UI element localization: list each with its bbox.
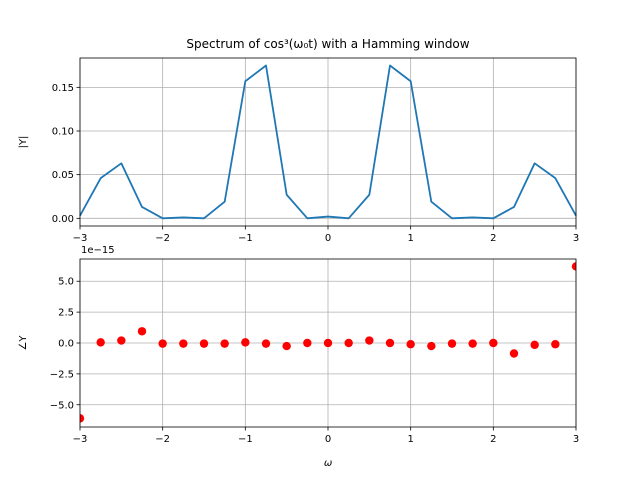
phase-point (96, 338, 105, 347)
phase-point (365, 336, 374, 345)
phase-point (385, 338, 395, 348)
y-axis-label: |Y| (18, 136, 29, 149)
y-tick-label: 0.10 (52, 126, 74, 137)
y-axis-label: ∠Y (18, 335, 29, 351)
y-tick-label: 0.00 (52, 214, 74, 225)
phase-point (406, 340, 415, 349)
phase-point (241, 338, 250, 347)
x-axis-label: ω (324, 458, 332, 469)
y-tick-label: −2.5 (50, 369, 74, 380)
phase-point (447, 339, 457, 348)
phase-point (80, 414, 85, 423)
phase-point (468, 339, 477, 348)
x-tick-label: −3 (73, 233, 88, 244)
y-tick-label: −5.0 (50, 400, 74, 411)
phase-plot: −3 −2 −1 0 1 2 3 −5.0 −2.5 0.0 2.5 5.0 ∠Y ω (18, 258, 579, 469)
x-tick-label: 2 (490, 434, 496, 445)
x-tick-label: −2 (155, 233, 170, 244)
phase-point (551, 340, 560, 349)
phase-point (427, 341, 436, 351)
magnitude-line (79, 64, 577, 220)
x-tick-label: −2 (155, 434, 170, 445)
phase-point (489, 338, 498, 348)
phase-point (571, 262, 576, 271)
x-tick-label: 0 (325, 233, 331, 244)
phase-point (509, 349, 519, 358)
y-tick-label: 2.5 (58, 308, 74, 319)
x-tick-label: 1 (407, 233, 413, 244)
phase-point (158, 339, 167, 348)
phase-points (80, 262, 576, 423)
y-tick-label: 0.05 (52, 170, 74, 181)
x-tick-label: 2 (490, 233, 496, 244)
x-tick-label: −3 (73, 434, 88, 445)
x-tick-label: 0 (325, 434, 331, 445)
phase-point (117, 336, 126, 345)
phase-point (199, 339, 209, 348)
phase-point (344, 338, 353, 348)
y-tick-label: 0.0 (58, 339, 74, 350)
phase-point (303, 338, 312, 348)
phase-point (282, 341, 291, 351)
y-offset-label: 1e−15 (81, 245, 115, 256)
y-tick-label: 5.0 (58, 277, 74, 288)
x-tick-label: 3 (573, 434, 579, 445)
x-tick-label: 3 (573, 233, 579, 244)
phase-point (261, 339, 271, 348)
chart-title: Spectrum of cos³(ω₀t) with a Hamming win… (186, 37, 469, 51)
phase-point (323, 338, 333, 348)
magnitude-plot: −3 −2 −1 0 1 2 3 0.00 0.05 0.10 0.15 |Y| (18, 57, 579, 244)
phase-point (137, 327, 147, 336)
x-tick-label: −1 (238, 233, 253, 244)
x-tick-label: −1 (238, 434, 253, 445)
phase-point (220, 339, 229, 348)
y-tick-label: 0.15 (52, 83, 74, 94)
x-tick-label: 1 (407, 434, 413, 445)
phase-point (530, 340, 539, 350)
phase-point (179, 339, 188, 348)
